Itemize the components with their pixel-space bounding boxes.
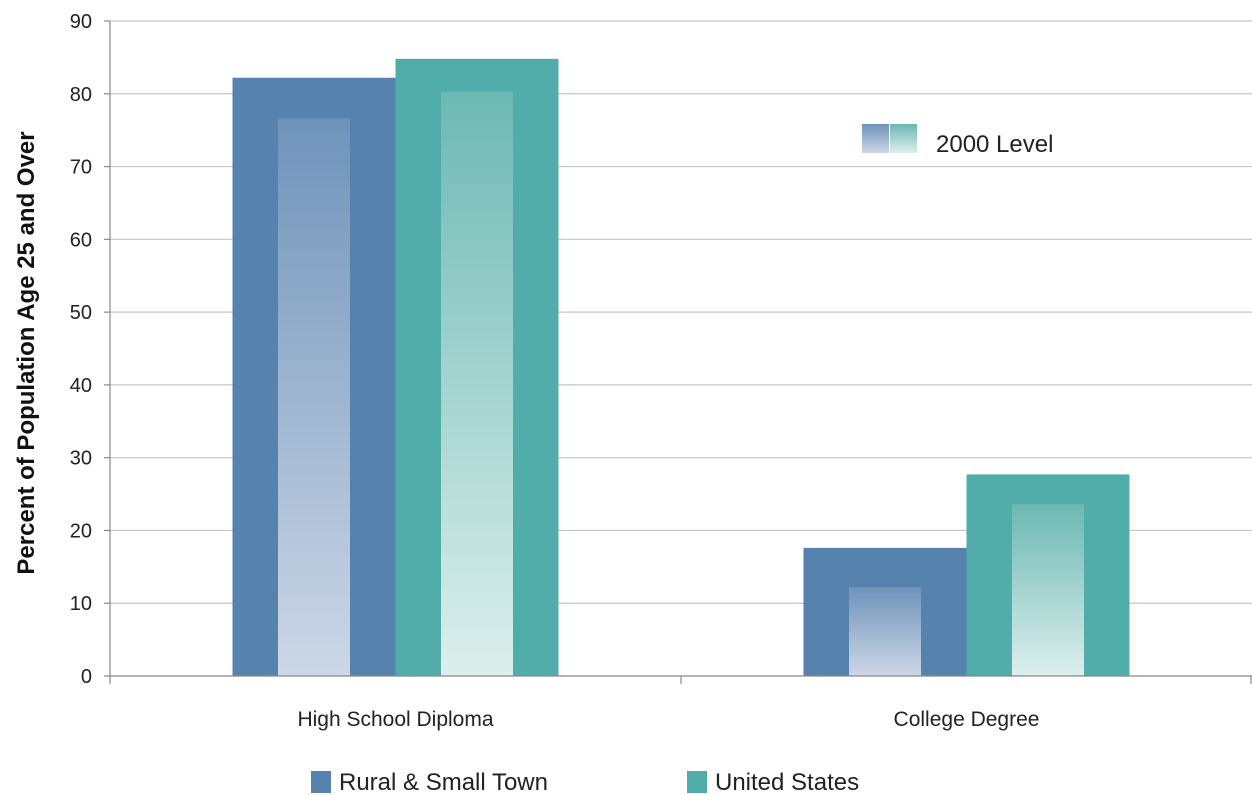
y-tick-label: 40 xyxy=(70,375,92,397)
y-tick-label: 80 xyxy=(70,84,92,106)
y-tick-label: 60 xyxy=(70,229,92,251)
bar-2000-level-us xyxy=(441,91,513,677)
bar-2000-level-rural xyxy=(278,118,350,677)
x-category-label: College Degree xyxy=(894,708,1040,731)
legend-swatch-rural xyxy=(311,771,331,793)
legend-2000-swatch-us xyxy=(890,124,917,153)
bar-2000-level-us xyxy=(1012,504,1084,676)
legend-2000-swatch-rural xyxy=(862,124,889,153)
axes: 0 10 20 30 40 50 60 70 80 90 High School Diploma Co… xyxy=(70,11,1252,731)
legend-swatch-us xyxy=(687,771,707,793)
y-tick-label: 30 xyxy=(70,448,92,470)
legend-label-rural: Rural & Small Town xyxy=(339,769,548,795)
y-tick-label: 90 xyxy=(70,11,92,33)
legend-2000-level: 2000 Level xyxy=(862,124,1053,158)
y-tick-label: 10 xyxy=(70,593,92,615)
y-axis-title: Percent of Population Age 25 and Over xyxy=(13,131,40,574)
bars xyxy=(232,58,1130,677)
x-category-label: High School Diploma xyxy=(297,708,493,731)
y-tick-label: 70 xyxy=(70,157,92,179)
y-tick-label: 50 xyxy=(70,302,92,324)
y-tick-label: 0 xyxy=(81,666,92,688)
bar-2000-level-rural xyxy=(849,587,921,676)
legend-label-us: United States xyxy=(715,769,859,795)
legend: Rural & Small Town United States xyxy=(311,769,859,795)
legend-2000-label: 2000 Level xyxy=(936,131,1053,158)
y-tick-label: 20 xyxy=(70,520,92,542)
